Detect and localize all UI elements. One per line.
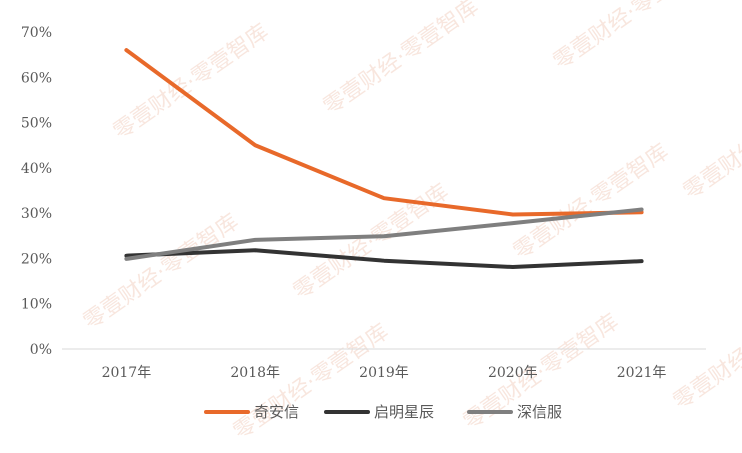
- y-tick-label: 40%: [21, 161, 52, 177]
- y-tick-label: 0%: [30, 342, 52, 358]
- x-tick-label: 2017年: [102, 365, 152, 381]
- legend-label: 奇安信: [254, 403, 299, 421]
- watermark-text: 零壹财经·零壹智库: [229, 319, 393, 444]
- watermark-text: 零壹财经·零壹智库: [509, 139, 673, 264]
- legend-label: 启明星辰: [374, 403, 434, 421]
- y-tick-label: 70%: [21, 25, 52, 41]
- series-line-1: [124, 248, 644, 270]
- y-tick-label: 20%: [21, 251, 52, 267]
- legend-label: 深信服: [517, 403, 562, 421]
- watermark-text: 零壹财经·零壹智库: [669, 289, 742, 414]
- y-tick-label: 30%: [21, 206, 52, 222]
- y-tick-label: 10%: [21, 297, 52, 313]
- x-tick-label: 2020年: [488, 365, 538, 381]
- y-tick-label: 50%: [21, 116, 52, 132]
- watermark-text: 零壹财经·零壹智库: [109, 19, 273, 144]
- watermark-text: 零壹财经·零壹智库: [549, 0, 713, 75]
- legend: 奇安信 启明星辰 深信服: [204, 403, 562, 421]
- series-layer: [124, 48, 644, 270]
- x-tick-label: 2018年: [230, 365, 280, 381]
- y-axis: 0% 10% 20% 30% 40% 50% 60% 70%: [21, 25, 52, 358]
- watermark-text: 零壹财经·零壹智库: [289, 179, 453, 304]
- x-tick-label: 2021年: [617, 365, 667, 381]
- watermark-text: 零壹财经·零壹智库: [679, 79, 742, 204]
- watermark-text: 零壹财经·零壹智库: [319, 0, 483, 120]
- x-axis: 2017年 2018年 2019年 2020年 2021年: [102, 365, 667, 381]
- watermark-text: 零壹财经·零壹智库: [79, 209, 243, 334]
- x-tick-label: 2019年: [359, 365, 409, 381]
- y-tick-label: 60%: [21, 70, 52, 86]
